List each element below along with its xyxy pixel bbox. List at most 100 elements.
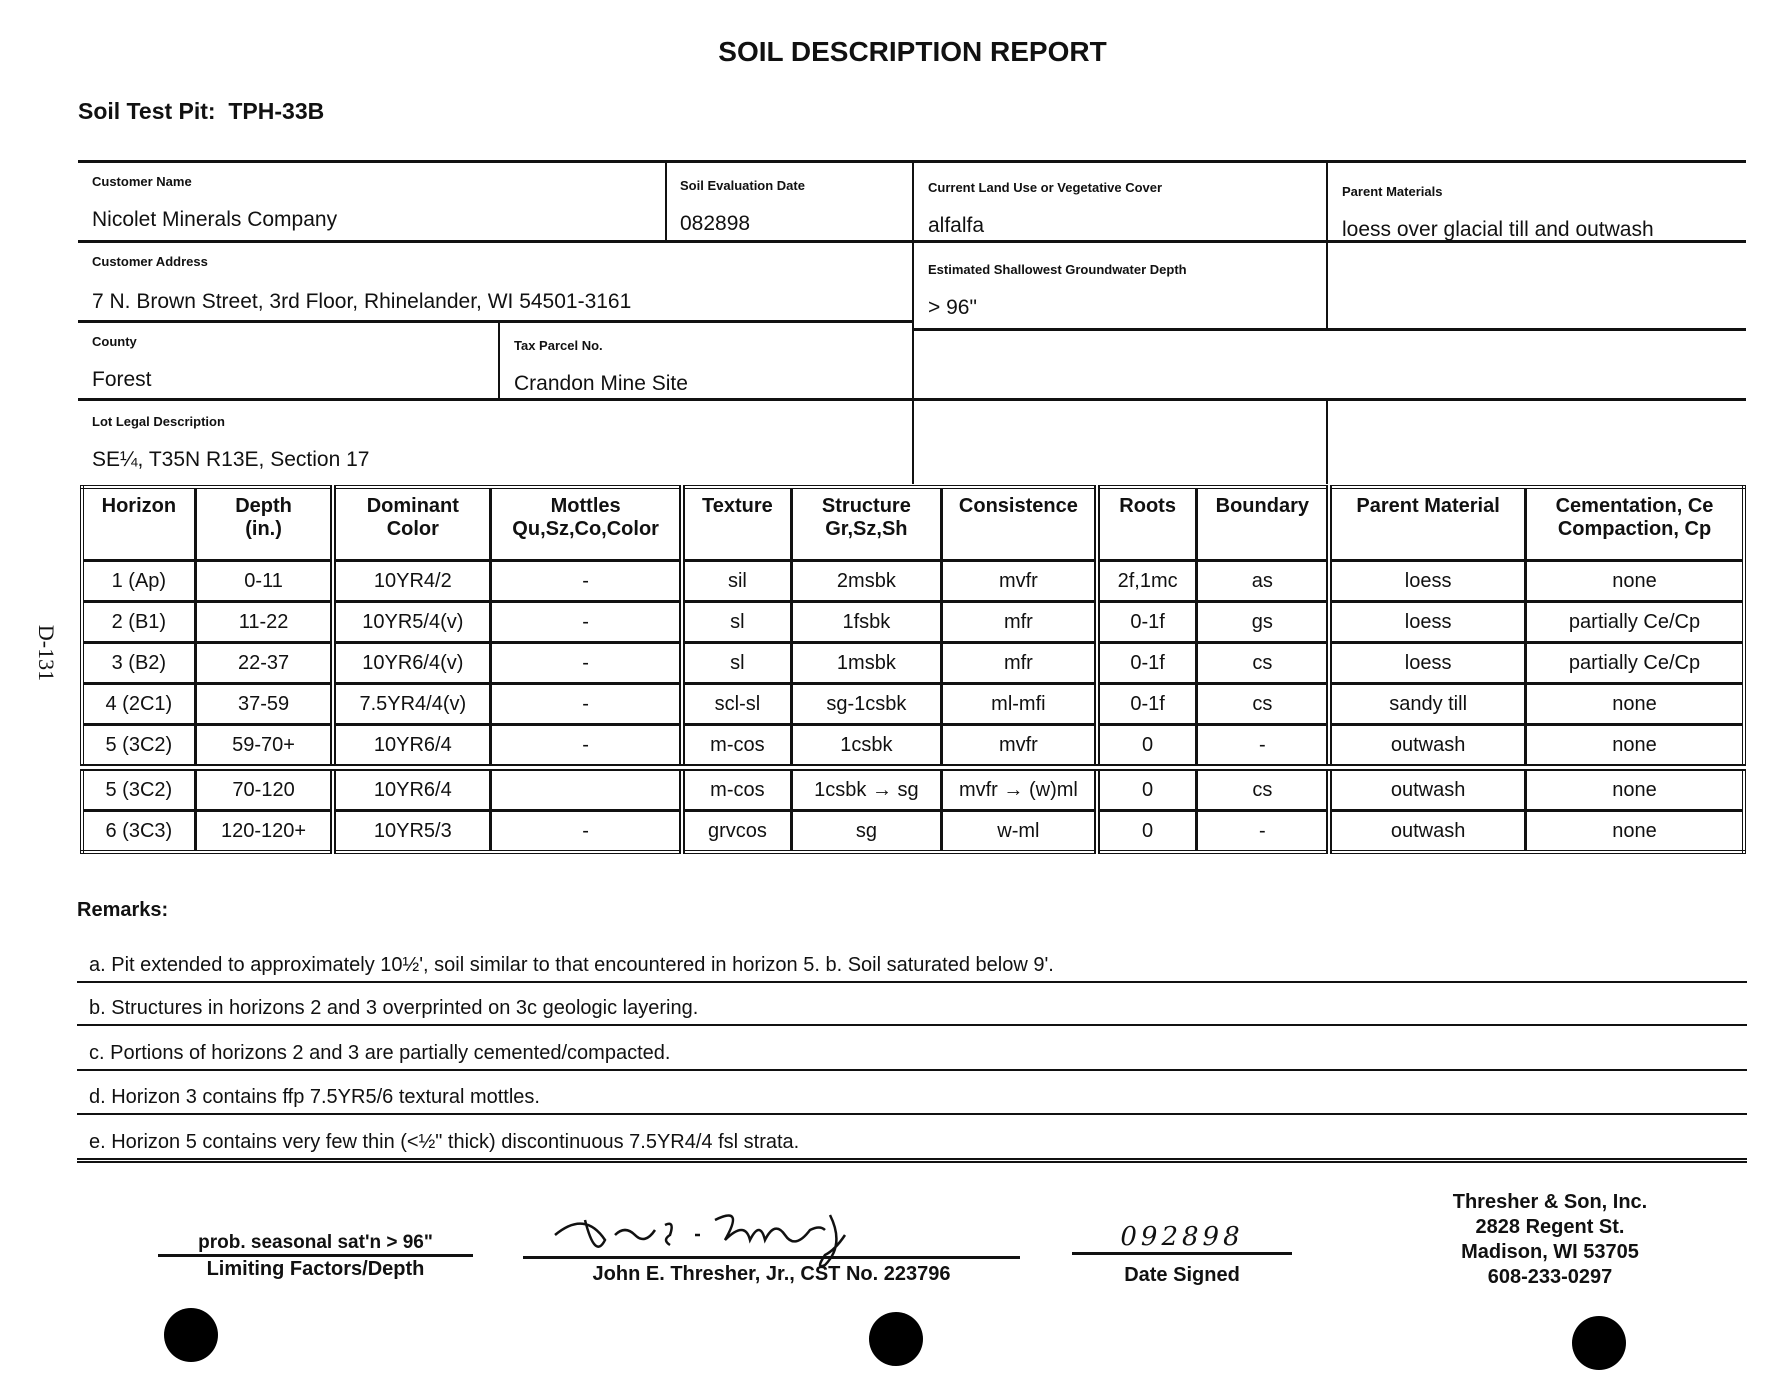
- signature: [554, 1214, 847, 1268]
- report-title: SOIL DESCRIPTION REPORT: [718, 36, 1107, 67]
- table-cell: 10YR6/4: [330, 723, 493, 769]
- table-cell: 1fsbk: [789, 600, 944, 644]
- remark-text: a. Pit extended to approximately 10½', s…: [89, 954, 1054, 976]
- remark-text: c. Portions of horizons 2 and 3 are part…: [89, 1042, 671, 1064]
- table-cell: w-ml: [940, 809, 1099, 854]
- lot-legal-label: Lot Legal Description: [92, 414, 225, 429]
- table-cell: scl-sl: [679, 682, 793, 726]
- table-cell: 59-70+: [193, 723, 335, 769]
- table-cell: mvfr: [940, 723, 1099, 769]
- divider: [912, 162, 914, 484]
- table-cell: -: [489, 809, 684, 854]
- table-cell: 0: [1093, 764, 1199, 812]
- table-cell: 1csbk: [789, 723, 944, 769]
- remark-text: b. Structures in horizons 2 and 3 overpr…: [89, 997, 699, 1019]
- table-cell: 5 (3C2): [80, 764, 197, 812]
- table-cell: 10YR5/3: [330, 809, 493, 854]
- signer-name: John E. Thresher, Jr., CST No. 223796: [523, 1256, 1020, 1286]
- table-cell: ml-mfi: [940, 682, 1099, 726]
- lot-legal-value: SE¼, T35N R13E, Section 17: [92, 448, 370, 471]
- table-cell: 0: [1093, 809, 1199, 854]
- table-cell: 10YR4/2: [330, 559, 493, 603]
- table-cell: 10YR6/4(v): [330, 641, 493, 685]
- customer-name-value: Nicolet Minerals Company: [92, 208, 338, 231]
- table-cell: partially Ce/Cp: [1524, 641, 1746, 685]
- table-cell: loess: [1326, 559, 1528, 603]
- county-label: County: [92, 334, 137, 349]
- remark-line: a. Pit extended to approximately 10½', s…: [77, 941, 1747, 983]
- table-cell: cs: [1195, 764, 1331, 812]
- company-address: Thresher & Son, Inc. 2828 Regent St. Mad…: [1420, 1190, 1680, 1290]
- table-cell: 22-37: [193, 641, 335, 685]
- table-row: 4 (2C1) 37-59 7.5YR4/4(v) - scl-sl sg-1csbk ml…: [80, 682, 1746, 726]
- table-cell: -: [489, 559, 684, 603]
- table-cell: 2f,1mc: [1093, 559, 1199, 603]
- remark-line: d. Horizon 3 contains ffp 7.5YR5/6 textu…: [77, 1073, 1747, 1115]
- table-cell: sandy till: [1326, 682, 1528, 726]
- table-cell: outwash: [1326, 764, 1528, 812]
- table-cell: 10YR6/4: [330, 764, 493, 812]
- table-cell: 0: [1093, 723, 1199, 769]
- groundwater-value: > 96": [928, 296, 977, 319]
- table-cell: grvcos: [679, 809, 793, 854]
- tax-parcel-value: Crandon Mine Site: [514, 372, 688, 395]
- table-cell: -: [1195, 723, 1331, 769]
- table-row: 1 (Ap) 0-11 10YR4/2- sil 2msbk mvfr 2f,1mc as lo…: [80, 559, 1746, 603]
- date-signed-value: 092898: [1072, 1222, 1292, 1255]
- table-cell: mfr: [940, 600, 1099, 644]
- company-name: Thresher & Son, Inc.: [1452, 1191, 1648, 1213]
- table-cell: [489, 764, 684, 812]
- table-body: 1 (Ap) 0-11 10YR4/2- sil 2msbk mvfr 2f,1mc as lo…: [80, 559, 1746, 854]
- table-cell: 0-1f: [1093, 682, 1199, 726]
- tax-parcel-label: Tax Parcel No.: [514, 338, 603, 353]
- table-cell: as: [1195, 559, 1331, 603]
- table-cell: none: [1524, 723, 1746, 769]
- table-row: 6 (3C3) 120-120+ 10YR5/3- grvcos sg w-ml 0- out…: [80, 809, 1746, 854]
- table-cell: -: [1195, 809, 1331, 854]
- table-cell: 1csbk → sg: [789, 764, 944, 812]
- divider: [498, 322, 500, 398]
- table-cell: -: [489, 641, 684, 685]
- remarks-label: Remarks:: [77, 899, 169, 921]
- test-pit-label: Soil Test Pit:: [78, 98, 216, 124]
- groundwater-label: Estimated Shallowest Groundwater Depth: [928, 262, 1187, 277]
- customer-address-label: Customer Address: [92, 254, 208, 269]
- company-street: 2828 Regent St.: [1475, 1216, 1625, 1238]
- table-cell: mvfr: [940, 559, 1099, 603]
- test-pit-value: TPH-33B: [228, 98, 325, 124]
- table-cell: m-cos: [679, 764, 793, 812]
- table-cell: 3 (B2): [80, 641, 197, 685]
- column-header: Boundary: [1195, 485, 1331, 562]
- remark-text: d. Horizon 3 contains ffp 7.5YR5/6 textu…: [89, 1086, 540, 1108]
- column-header: Dominant Color: [330, 485, 493, 562]
- table-cell: -: [489, 682, 684, 726]
- punch-hole: [1572, 1316, 1626, 1370]
- column-header: Consistence: [940, 485, 1099, 562]
- table-cell: 6 (3C3): [80, 809, 197, 854]
- table-cell: 2msbk: [789, 559, 944, 603]
- column-header: Parent Material: [1326, 485, 1528, 562]
- customer-address-value: 7 N. Brown Street, 3rd Floor, Rhinelande…: [92, 290, 632, 313]
- table-cell: m-cos: [679, 723, 793, 769]
- land-use-value: alfalfa: [928, 214, 985, 237]
- table-cell: mvfr → (w)ml: [940, 764, 1099, 812]
- limiting-factors-label: Limiting Factors/Depth: [206, 1258, 425, 1280]
- table-cell: 11-22: [193, 600, 335, 644]
- parent-materials-value: loess over glacial till and outwash: [1342, 218, 1654, 241]
- column-header: Texture: [679, 485, 793, 562]
- column-header: Horizon: [80, 485, 197, 562]
- table-cell: 1msbk: [789, 641, 944, 685]
- side-mark: D-131: [34, 624, 60, 682]
- remark-line: b. Structures in horizons 2 and 3 overpr…: [77, 984, 1747, 1026]
- table-cell: 0-1f: [1093, 600, 1199, 644]
- divider: [1326, 162, 1328, 328]
- divider: [665, 162, 667, 240]
- column-header: Depth (in.): [193, 485, 335, 562]
- table-cell: -: [489, 600, 684, 644]
- table-row: 3 (B2) 22-37 10YR6/4(v) - sl 1msbk mfr 0-1f cs lo…: [80, 641, 1746, 685]
- divider: [78, 320, 912, 323]
- remark-line: e. Horizon 5 contains very few thin (<½"…: [77, 1118, 1747, 1163]
- table-cell: 5 (3C2): [80, 723, 197, 769]
- table-cell: 70-120: [193, 764, 335, 812]
